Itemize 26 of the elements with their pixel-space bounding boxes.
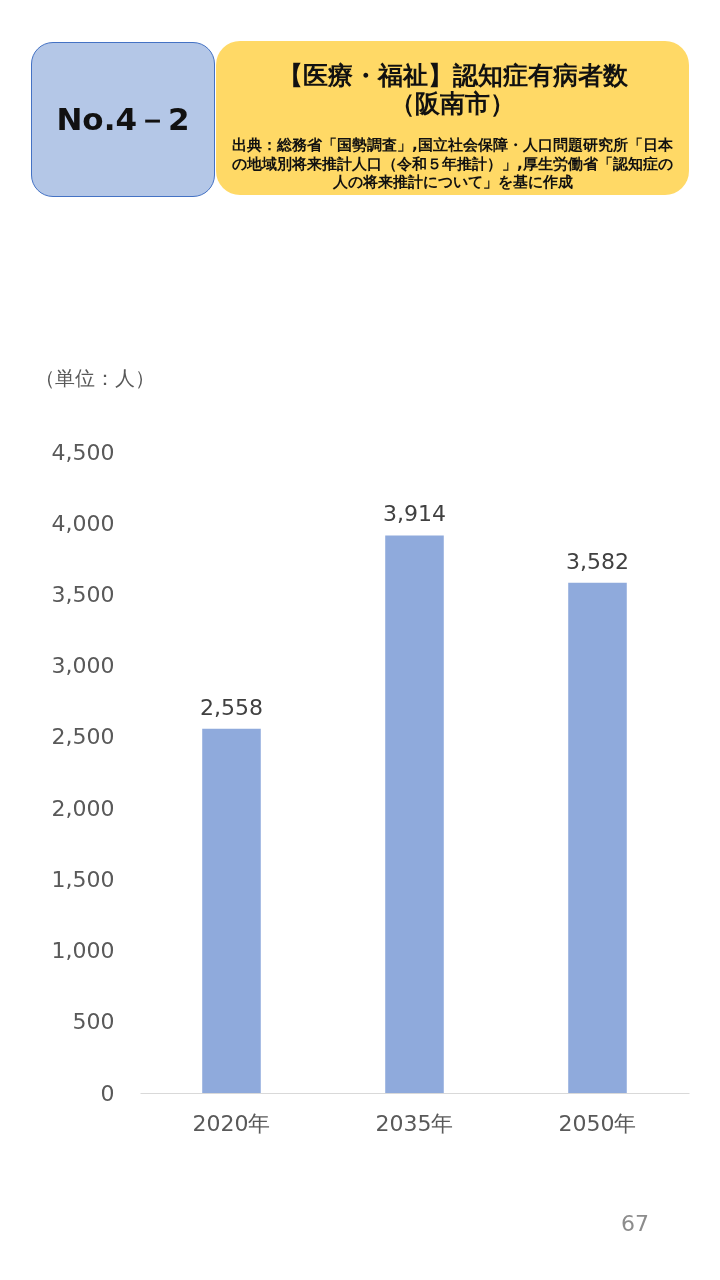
chart-title: 【医療・福祉】認知症有病者数（阪南市） — [276, 61, 629, 118]
chart-subtitle: No.4－2 — [56, 99, 190, 139]
data-label: 2,558 — [200, 694, 263, 720]
y-tick-label: 500 — [72, 1009, 115, 1035]
number-badge: No.4－2 — [31, 42, 215, 197]
bar — [385, 535, 444, 1093]
y-tick-label: 3,000 — [51, 653, 115, 679]
heading-panel: 【医療・福祉】認知症有病者数（阪南市） 出典：総務省「国勢調査」,国立社会保障・人口問題研究所「日本の地域別将来推計人口（令和５年推計）」,厚生労働省「認知症の人の将来推計について」を基に作成 — [216, 41, 689, 195]
bar — [568, 582, 627, 1093]
y-tick-label: 0 — [100, 1080, 115, 1106]
y-tick-label: 2,500 — [51, 724, 115, 750]
x-tick-label: 2035年 — [375, 1110, 454, 1136]
bar — [202, 728, 261, 1093]
y-tick-label: 1,500 — [51, 866, 115, 892]
source-note: 出典：総務省「国勢調査」,国立社会保障・人口問題研究所「日本の地域別将来推計人口（令和５年推計）」,厚生労働省「認知症の人の将来推計について」を基に作成 — [231, 136, 674, 192]
y-tick-label: 1,000 — [51, 938, 115, 964]
data-label: 3,582 — [566, 548, 629, 574]
y-tick-label: 4,000 — [51, 510, 115, 536]
x-tick-label: 2050年 — [558, 1110, 637, 1136]
y-tick-label: 2,000 — [51, 795, 115, 821]
y-axis-title: （単位：人） — [34, 365, 155, 390]
text: 67 — [620, 1211, 650, 1236]
x-tick-label: 2020年 — [192, 1110, 271, 1136]
y-tick-label: 3,500 — [51, 581, 115, 607]
y-tick-label: 4,500 — [51, 439, 115, 465]
data-label: 3,914 — [383, 501, 446, 527]
